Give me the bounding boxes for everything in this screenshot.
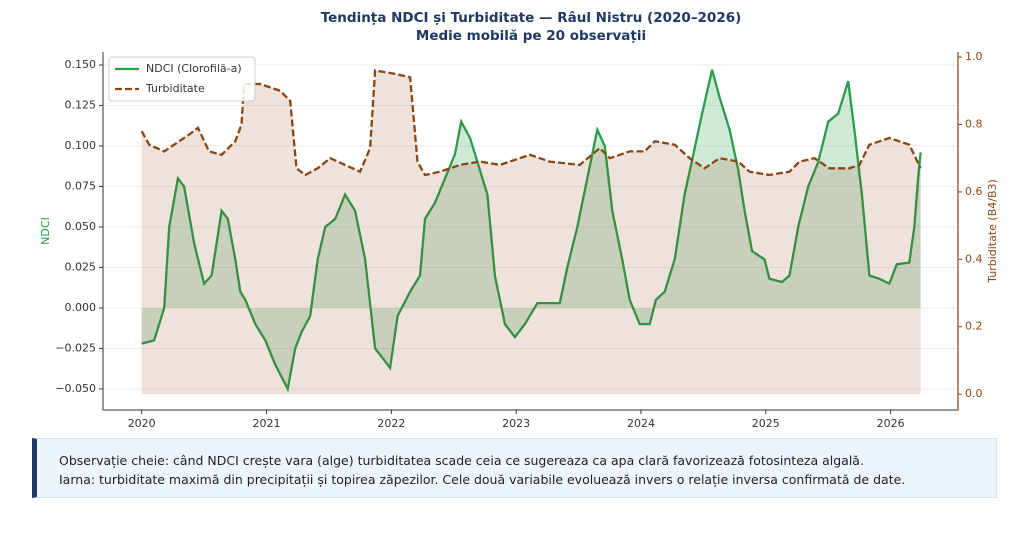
legend-box: [108, 56, 256, 102]
y2-tick-label: 0.4: [965, 252, 983, 265]
chart-title: Tendința NDCI și Turbiditate — Râul Nist…: [321, 10, 742, 26]
x-tick-label: 2022: [377, 417, 405, 430]
y-axis-label: NDCI: [39, 217, 52, 245]
grid: [103, 64, 958, 390]
line: [140, 69, 922, 177]
y-tick-label: 0.125: [65, 98, 97, 111]
legend-label: Turbiditate: [145, 82, 205, 95]
note-line: Observație cheie: când NDCI crește vara …: [59, 453, 864, 468]
y-tick-label: −0.025: [55, 341, 96, 354]
line: [141, 69, 922, 393]
x-tick-label: 2025: [752, 417, 780, 430]
x-tick-label: 2020: [128, 417, 156, 430]
x-tick-label: 2021: [253, 417, 281, 430]
legend: NDCI (Clorofilă-a) Turbiditate: [108, 56, 256, 102]
y-tick-label: 0.100: [65, 139, 97, 152]
x-tick-label: 2023: [502, 417, 530, 430]
y2-tick-label: 1.0: [965, 50, 983, 63]
y2-tick-label: 0.0: [965, 387, 983, 400]
note-box: Observație cheie: când NDCI crește vara …: [32, 438, 997, 498]
y-tick-label: 0.075: [65, 179, 97, 192]
y-tick-label: 0.025: [65, 260, 97, 273]
y2-tick-label: 0.2: [965, 320, 983, 333]
y-tick-label: 0.150: [65, 58, 97, 71]
y-tick-label: 0.000: [65, 301, 97, 314]
y-tick-label: 0.050: [65, 220, 97, 233]
y-tick-label: −0.050: [55, 382, 96, 395]
y2-tick-label: 0.8: [965, 117, 983, 130]
chart: Tendința NDCI și Turbiditate — Râul Nist…: [39, 10, 999, 430]
x-tick-label: 2026: [877, 417, 905, 430]
y2-tick-label: 0.6: [965, 185, 983, 198]
x-tick-label: 2024: [627, 417, 655, 430]
chart-subtitle: Medie mobilă pe 20 observații: [416, 28, 646, 44]
legend-label: NDCI (Clorofilă-a): [146, 62, 242, 75]
area: [141, 69, 921, 389]
note-line: Iarna: turbiditate maximă din precipitaț…: [59, 472, 906, 487]
area: [141, 70, 921, 395]
y2-axis-label: Turbiditate (B4/B3): [986, 179, 999, 284]
